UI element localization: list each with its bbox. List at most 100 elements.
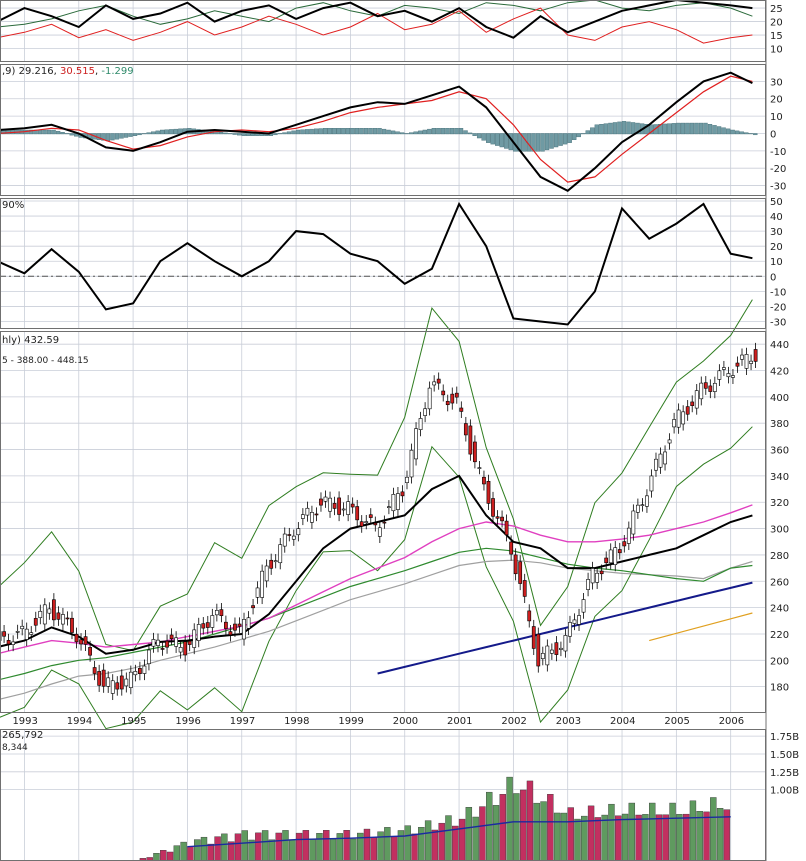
macd-histogram-bar [286,131,292,135]
macd-histogram-bar [581,133,586,135]
y-tick-label-top: 10 [770,45,783,56]
macd-histogram-bar [318,128,323,135]
price-candle [341,508,346,511]
volume-bar [384,827,391,861]
price-candle [445,400,450,406]
macd-histogram-bar [436,128,441,135]
macd-histogram-bar [55,130,61,135]
macd-histogram-bar [273,133,278,136]
price-candle [509,541,514,555]
price-candle [685,406,690,415]
macd-histogram-bar [730,129,735,135]
volume-bar [221,833,228,861]
price-candle [726,373,731,378]
macd-histogram-bar [440,128,446,135]
macd-histogram-bar [467,132,473,135]
price-candle [418,418,423,430]
macd-histogram-bar [114,133,120,140]
volume-bar [553,812,561,861]
price-candle [545,645,550,666]
y-tick-label-macd: 20 [770,95,783,106]
macd-histogram-bar [644,124,649,135]
y-tick-label-roc: 0 [770,272,776,283]
price-candle [20,625,25,630]
volume-bar [187,846,194,861]
volume-bar [486,791,493,861]
price-candle [300,514,305,519]
price-candle [568,622,572,637]
price-candle [635,504,640,513]
price-candle [522,580,527,597]
macd-histogram-bar [544,133,550,151]
price-candle [196,624,201,641]
price-candle [495,516,500,519]
macd-histogram-bar [404,133,409,135]
macd-histogram-bar [295,129,301,135]
y-tick-label-macd: 30 [770,77,783,88]
price-candle [310,512,314,523]
price-candle [147,649,151,665]
y-tick-label-price: 440 [770,340,789,351]
volume-bar [465,807,473,861]
price-candle [119,675,124,690]
price-candle [337,497,341,515]
price-candle [242,618,246,640]
price-candle [359,521,364,527]
price-candle [482,476,486,485]
volume-bar [370,837,377,861]
price-candle [500,516,504,522]
price-candle [106,677,111,687]
macd-histogram-bar [449,128,455,135]
macd-histogram-bar [169,129,174,135]
macd-histogram-bar [463,130,468,135]
price-candle [712,382,717,392]
macd-histogram-bar [119,133,124,139]
y-tick-label-roc: 50 [770,197,783,208]
y-tick-label-macd: -20 [770,164,786,175]
macd-histogram-bar [753,133,758,136]
ma-blue-line [377,581,753,675]
volume-bar [710,797,717,861]
price-candle [491,498,495,517]
y-tick-label-roc: 30 [770,227,783,238]
price-candle [559,647,563,650]
macd-histogram-bar [160,129,165,135]
ma-orange-line [649,612,753,642]
price-candle [676,409,681,428]
price-candle [626,527,631,544]
macd-histogram-bar [241,133,246,136]
price-candle [165,640,169,648]
macd-histogram-bar [368,128,373,135]
price-candle [617,549,622,554]
price-candle [654,458,658,471]
volume-bar [377,831,384,861]
volume-bar [309,839,316,861]
price-candle [486,480,491,504]
price-candle [703,382,708,389]
volume-bar [146,857,153,861]
volume-bar [492,805,500,861]
macd-histogram-bar [395,131,400,135]
price-candle [133,671,138,676]
price-candle [237,623,242,627]
price-candle [233,623,237,631]
macd-histogram-bar [608,122,613,135]
price-candle [355,506,360,521]
volume-bar [390,835,398,861]
price-candle [264,565,269,582]
macd-histogram-bar [562,133,568,145]
price-candle [65,617,70,620]
macd-histogram-bar [46,129,52,135]
macd-histogram-bar [327,128,332,135]
volume-bar [418,827,425,861]
macd-histogram-bar [590,127,595,135]
price-candle [251,605,255,609]
price-candle [92,667,97,674]
price-candle [531,626,536,649]
volume-bar [703,811,710,861]
y-tick-label-roc: -20 [770,302,786,313]
macd-histogram-bar [495,133,500,146]
volume-bar [513,793,520,861]
volume-bar [431,829,439,861]
